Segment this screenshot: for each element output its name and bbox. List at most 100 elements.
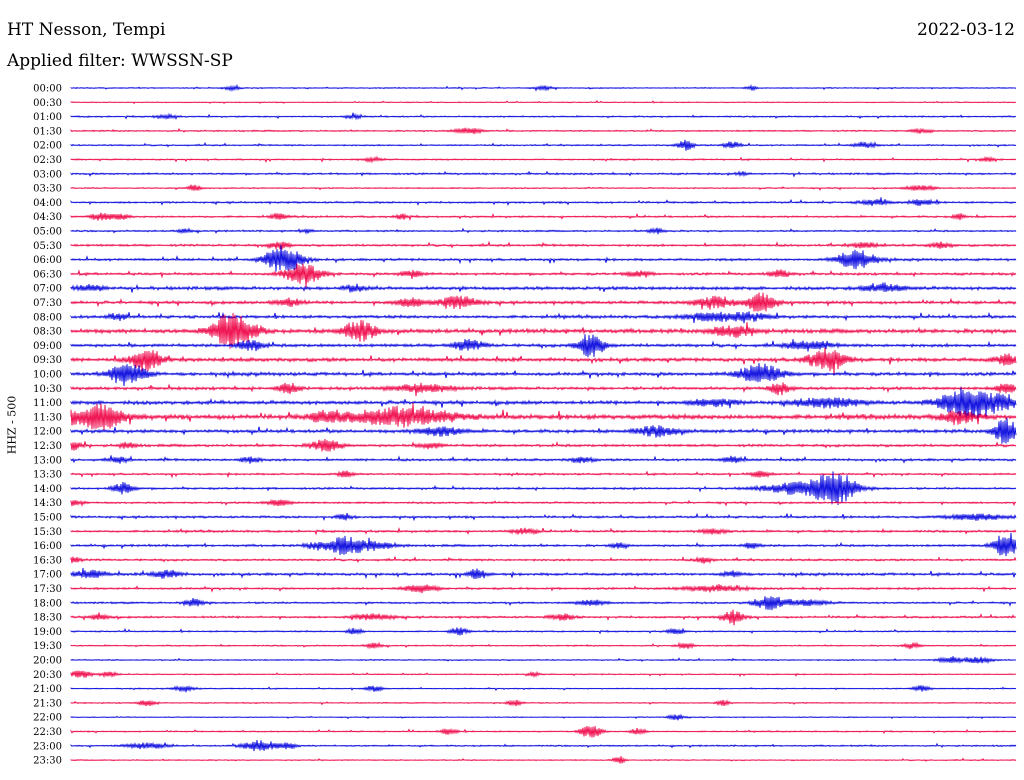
time-tick-label: 14:30 bbox=[33, 498, 62, 509]
trace-line bbox=[70, 311, 1017, 324]
time-tick-label: 06:00 bbox=[33, 255, 62, 266]
time-tick-label: 22:00 bbox=[33, 713, 62, 724]
trace-line bbox=[70, 312, 1017, 349]
trace-line bbox=[70, 641, 1017, 650]
trace-line bbox=[70, 387, 1017, 420]
time-tick-label: 16:30 bbox=[33, 555, 62, 566]
trace-line bbox=[70, 100, 1017, 105]
trace-line bbox=[70, 699, 1017, 707]
trace-line bbox=[70, 292, 1017, 312]
trace-line bbox=[70, 739, 1017, 752]
trace-line bbox=[70, 418, 1017, 444]
trace-line bbox=[70, 184, 1017, 192]
time-tick-label: 02:30 bbox=[33, 155, 62, 166]
trace-line bbox=[70, 139, 1017, 151]
filter-label: Applied filter: WWSSN-SP bbox=[7, 51, 233, 71]
trace-line bbox=[70, 756, 1017, 764]
time-tick-label: 05:30 bbox=[33, 241, 62, 252]
time-tick-label: 09:30 bbox=[33, 355, 62, 366]
time-tick-label: 10:00 bbox=[33, 370, 62, 381]
time-tick-label: 21:00 bbox=[33, 684, 62, 695]
time-tick-label: 17:00 bbox=[33, 570, 62, 581]
trace-line bbox=[70, 83, 1017, 93]
time-tick-label: 19:30 bbox=[33, 641, 62, 652]
time-tick-label: 07:00 bbox=[33, 284, 62, 295]
trace-line bbox=[70, 596, 1017, 611]
trace-line bbox=[70, 471, 1017, 505]
time-tick-label: 01:00 bbox=[33, 112, 62, 123]
time-tick-label: 00:30 bbox=[33, 98, 62, 109]
trace-line bbox=[70, 263, 1017, 288]
time-tick-label: 03:00 bbox=[33, 169, 62, 180]
time-tick-label: 06:30 bbox=[33, 269, 62, 280]
trace-line bbox=[70, 584, 1017, 594]
trace-line bbox=[70, 713, 1017, 721]
station-title: HT Nesson, Tempi bbox=[7, 20, 166, 40]
time-tick-label: 08:00 bbox=[33, 312, 62, 323]
time-tick-label: 00:00 bbox=[33, 84, 62, 95]
trace-line bbox=[70, 656, 1017, 665]
time-tick-label: 21:30 bbox=[33, 698, 62, 709]
trace-line bbox=[70, 112, 1017, 121]
trace-line bbox=[70, 212, 1017, 222]
trace-line bbox=[70, 170, 1017, 178]
trace-line bbox=[70, 227, 1017, 235]
trace-line bbox=[70, 197, 1017, 207]
time-tick-label: 12:00 bbox=[33, 427, 62, 438]
time-tick-label: 02:00 bbox=[33, 141, 62, 152]
time-tick-label: 05:00 bbox=[33, 227, 62, 238]
time-tick-label: 03:30 bbox=[33, 184, 62, 195]
time-tick-label: 22:30 bbox=[33, 727, 62, 738]
time-tick-label: 04:30 bbox=[33, 212, 62, 223]
trace-line bbox=[70, 512, 1017, 522]
time-tick-label: 09:00 bbox=[33, 341, 62, 352]
time-tick-label: 23:30 bbox=[33, 756, 62, 767]
time-tick-label: 16:00 bbox=[33, 541, 62, 552]
time-tick-label: 14:00 bbox=[33, 484, 62, 495]
trace-line bbox=[70, 334, 1017, 358]
time-tick-label: 07:30 bbox=[33, 298, 62, 309]
trace-line bbox=[70, 527, 1017, 536]
trace-line bbox=[70, 498, 1017, 507]
time-tick-label: 18:30 bbox=[33, 613, 62, 624]
time-tick-label: 20:00 bbox=[33, 656, 62, 667]
time-tick-label: 01:30 bbox=[33, 126, 62, 137]
trace-line bbox=[70, 726, 1017, 738]
time-tick-label: 08:30 bbox=[33, 327, 62, 338]
trace-line bbox=[70, 347, 1017, 375]
time-tick-label: 11:30 bbox=[33, 412, 62, 423]
time-tick-label: 20:30 bbox=[33, 670, 62, 681]
time-tick-label: 19:00 bbox=[33, 627, 62, 638]
trace-line bbox=[70, 363, 1017, 387]
time-tick-label: 04:00 bbox=[33, 198, 62, 209]
trace-line bbox=[70, 555, 1017, 564]
trace-line bbox=[70, 282, 1017, 293]
trace-line bbox=[70, 627, 1017, 636]
trace-line bbox=[70, 470, 1017, 479]
time-tick-label: 11:00 bbox=[33, 398, 62, 409]
trace-line bbox=[70, 402, 1017, 431]
trace-line bbox=[70, 240, 1017, 250]
trace-line bbox=[70, 127, 1017, 135]
trace-line bbox=[70, 532, 1017, 557]
trace-line bbox=[70, 245, 1017, 272]
time-tick-label: 15:30 bbox=[33, 527, 62, 538]
trace-line bbox=[70, 155, 1017, 164]
time-tick-label: 12:30 bbox=[33, 441, 62, 452]
time-tick-label: 17:30 bbox=[33, 584, 62, 595]
time-tick-label: 15:00 bbox=[33, 513, 62, 524]
time-tick-label: 23:00 bbox=[33, 741, 62, 752]
time-tick-label: 13:30 bbox=[33, 470, 62, 481]
trace-line bbox=[70, 567, 1017, 580]
trace-line bbox=[70, 455, 1017, 464]
time-tick-label: 13:00 bbox=[33, 455, 62, 466]
time-tick-label: 10:30 bbox=[33, 384, 62, 395]
trace-line bbox=[70, 382, 1017, 397]
time-tick-label: 18:00 bbox=[33, 598, 62, 609]
trace-line bbox=[70, 438, 1017, 452]
date-label: 2022-03-12 bbox=[916, 20, 1015, 40]
trace-line bbox=[70, 685, 1017, 693]
trace-line bbox=[70, 670, 1017, 679]
trace-line bbox=[70, 609, 1017, 626]
